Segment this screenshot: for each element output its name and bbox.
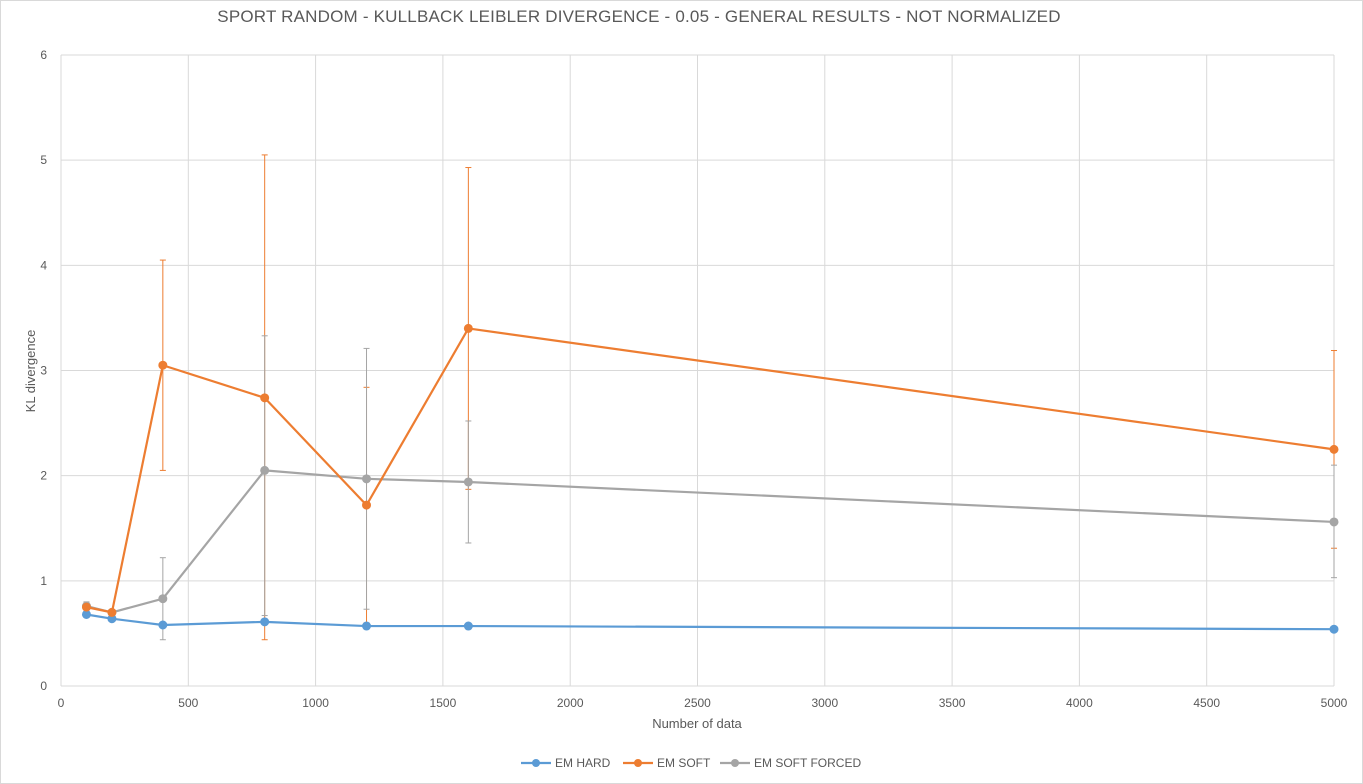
legend-swatch-marker	[731, 759, 739, 767]
legend-swatch-marker	[634, 759, 642, 767]
y-tick-label: 2	[40, 469, 47, 483]
series	[81, 323, 1339, 634]
x-tick-label: 500	[178, 696, 198, 710]
x-axis-title: Number of data	[652, 716, 742, 731]
x-tick-label: 0	[58, 696, 65, 710]
series-line	[86, 469, 1335, 614]
data-point	[1329, 624, 1339, 634]
x-tick-label: 3500	[939, 696, 966, 710]
x-tick-label: 5000	[1321, 696, 1348, 710]
x-tick-label: 2500	[684, 696, 711, 710]
data-point	[362, 621, 372, 631]
legend: EM HARD EM SOFT EM SOFT FORCED	[521, 756, 861, 770]
chart-title: SPORT RANDOM - KULLBACK LEIBLER DIVERGEN…	[217, 7, 1061, 26]
data-point	[463, 621, 473, 631]
tick-labels: 0 1 2 3 4 5 6 0 500 1000 1500 2000 2500 3000 3500 4000 4…	[40, 48, 1347, 710]
data-point	[1329, 444, 1339, 454]
y-axis-title: KL divergence	[23, 330, 38, 413]
data-point	[463, 477, 473, 487]
data-point	[260, 393, 270, 403]
data-point	[1329, 517, 1339, 527]
data-point	[81, 602, 91, 612]
x-tick-label: 1500	[430, 696, 457, 710]
data-point	[158, 360, 168, 370]
data-point	[362, 500, 372, 510]
x-tick-label: 4000	[1066, 696, 1093, 710]
grid	[60, 54, 1335, 687]
y-tick-label: 6	[40, 48, 47, 62]
y-tick-label: 1	[40, 574, 47, 588]
y-tick-label: 4	[40, 258, 47, 272]
data-point	[158, 620, 168, 630]
y-tick-label: 5	[40, 153, 47, 167]
legend-label: EM HARD	[555, 756, 611, 770]
data-point	[260, 617, 270, 627]
y-tick-label: 0	[40, 679, 47, 693]
x-tick-label: 3000	[811, 696, 838, 710]
series-line	[86, 613, 1335, 631]
data-point	[81, 609, 91, 619]
error-bars	[83, 154, 1337, 641]
legend-swatch-marker	[532, 759, 540, 767]
data-point	[362, 474, 372, 484]
y-tick-label: 3	[40, 364, 47, 378]
data-point	[107, 607, 117, 617]
x-tick-label: 4500	[1193, 696, 1220, 710]
data-point	[158, 594, 168, 604]
data-point	[260, 465, 270, 475]
legend-label: EM SOFT FORCED	[754, 756, 861, 770]
legend-label: EM SOFT	[657, 756, 711, 770]
x-tick-label: 1000	[302, 696, 329, 710]
data-point	[463, 323, 473, 333]
x-tick-label: 2000	[557, 696, 584, 710]
